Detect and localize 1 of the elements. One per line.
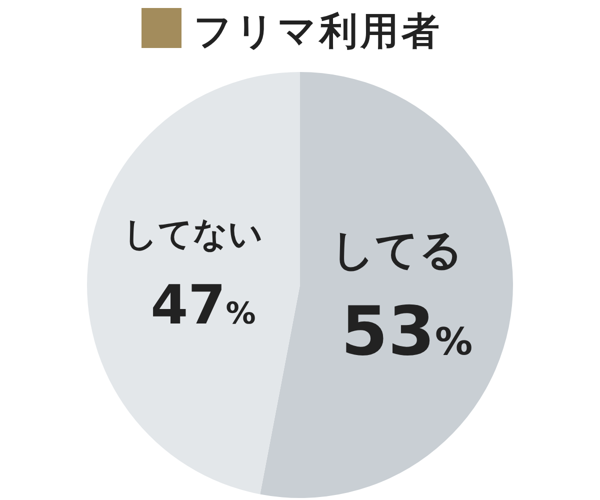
title: フリマ利用者 [194,9,442,53]
